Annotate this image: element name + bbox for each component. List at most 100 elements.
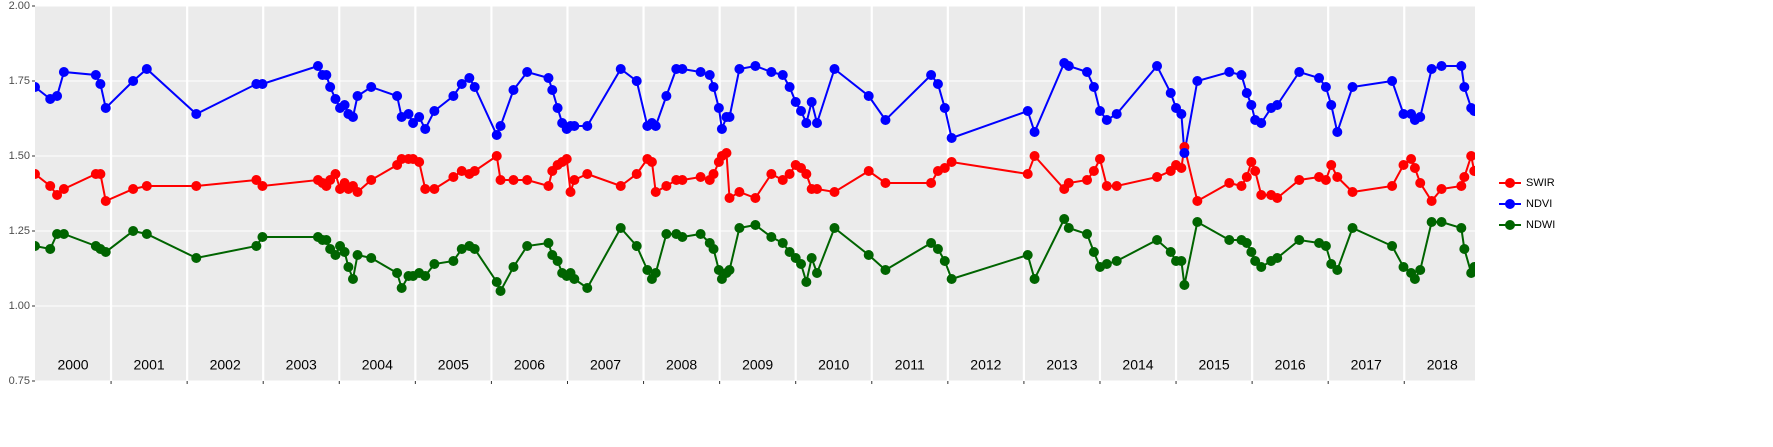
point: [708, 169, 719, 179]
point: [561, 154, 572, 164]
point: [1387, 76, 1398, 86]
x-tick-label: 2018: [1427, 357, 1458, 373]
point: [1415, 112, 1426, 122]
point: [661, 229, 672, 239]
point: [801, 277, 812, 287]
legend-swatch: [1505, 220, 1515, 230]
point: [392, 268, 403, 278]
point: [522, 175, 533, 185]
point: [420, 271, 431, 281]
point: [508, 175, 519, 185]
point: [420, 124, 431, 134]
point: [1029, 274, 1040, 284]
point: [582, 121, 593, 131]
point: [1426, 64, 1437, 74]
point: [35, 82, 40, 92]
point: [1459, 244, 1470, 254]
point: [811, 118, 822, 128]
point: [1029, 127, 1040, 137]
point: [1111, 109, 1122, 119]
point: [631, 241, 642, 251]
point: [750, 220, 761, 230]
point: [1272, 193, 1283, 203]
point: [1426, 196, 1437, 206]
point: [448, 91, 459, 101]
point: [1409, 274, 1420, 284]
point: [569, 121, 580, 131]
point: [35, 169, 40, 179]
point: [456, 79, 467, 89]
point: [456, 166, 467, 176]
point: [582, 283, 593, 293]
point: [829, 187, 840, 197]
x-tick-label: 2011: [895, 357, 925, 373]
point: [552, 103, 563, 113]
point: [191, 109, 202, 119]
point: [708, 82, 719, 92]
point: [1101, 259, 1112, 269]
point: [1256, 190, 1267, 200]
point: [1469, 106, 1475, 116]
point: [1152, 235, 1163, 245]
point: [784, 169, 795, 179]
point: [1272, 253, 1283, 263]
x-tick-label: 2017: [1351, 357, 1382, 373]
point: [1294, 235, 1305, 245]
x-tick-label: 2010: [818, 357, 849, 373]
point: [1241, 172, 1252, 182]
point: [695, 229, 706, 239]
point: [790, 97, 801, 107]
point: [796, 259, 807, 269]
x-tick-label: 2014: [1122, 357, 1153, 373]
point: [100, 247, 111, 257]
point: [863, 166, 874, 176]
point: [448, 172, 459, 182]
x-tick-label: 2008: [666, 357, 697, 373]
point: [939, 256, 950, 266]
y-tick-label: 1.25: [9, 225, 30, 237]
plot-layer: [35, 58, 1475, 296]
point: [713, 103, 724, 113]
point: [724, 112, 735, 122]
point: [784, 82, 795, 92]
point: [420, 184, 431, 194]
point: [1101, 181, 1112, 191]
point: [312, 61, 323, 71]
point: [615, 64, 626, 74]
point: [1347, 187, 1358, 197]
point: [1326, 259, 1337, 269]
point: [1332, 265, 1343, 275]
point: [464, 73, 475, 83]
point: [1224, 67, 1235, 77]
point: [366, 82, 377, 92]
point: [1094, 154, 1105, 164]
point: [716, 124, 727, 134]
point: [721, 148, 732, 158]
point: [1436, 184, 1447, 194]
point: [631, 76, 642, 86]
point: [352, 91, 363, 101]
point: [1111, 181, 1122, 191]
point: [141, 64, 152, 74]
point: [257, 181, 268, 191]
point: [1236, 181, 1247, 191]
point: [339, 100, 350, 110]
point: [777, 70, 788, 80]
point: [257, 79, 268, 89]
point: [724, 265, 735, 275]
point: [1241, 88, 1252, 98]
point: [495, 121, 506, 131]
point: [1320, 175, 1331, 185]
point: [829, 64, 840, 74]
x-tick-label: 2007: [590, 357, 621, 373]
point: [547, 85, 558, 95]
point: [704, 70, 715, 80]
point: [926, 238, 937, 248]
point: [343, 262, 354, 272]
point: [321, 70, 332, 80]
point: [926, 178, 937, 188]
point: [1436, 61, 1447, 71]
point: [1256, 262, 1267, 272]
point: [347, 112, 358, 122]
point: [495, 286, 506, 296]
